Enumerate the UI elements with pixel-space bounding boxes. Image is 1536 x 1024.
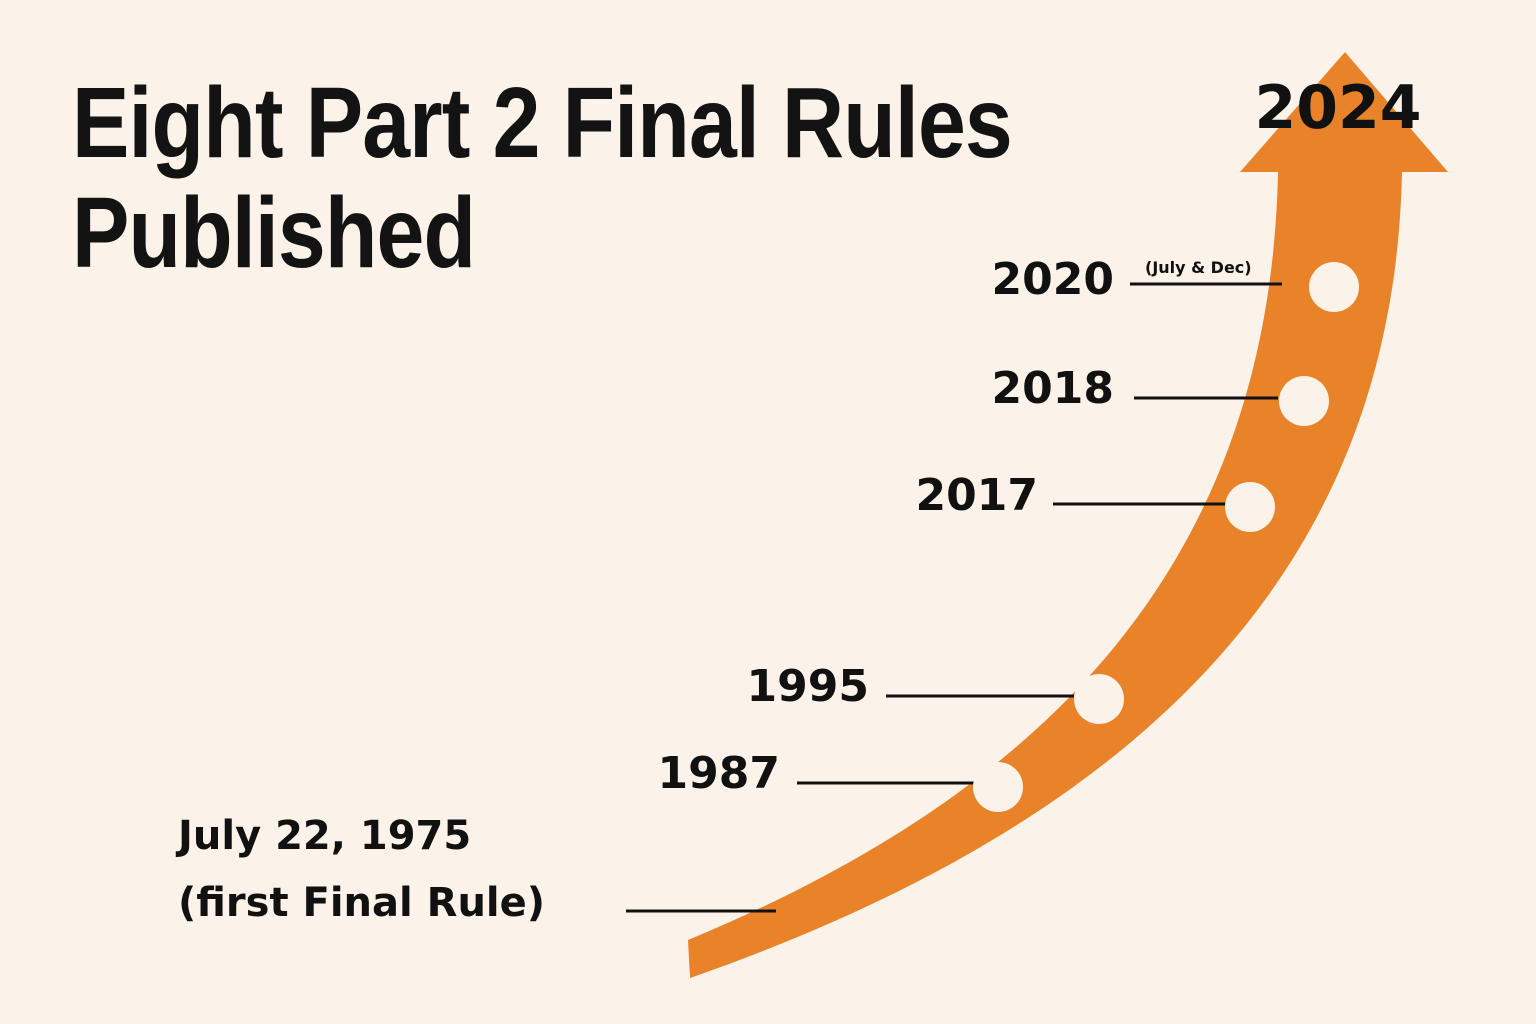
milestone-2017-marker (1225, 482, 1275, 532)
milestone-1995-marker (1074, 674, 1124, 724)
milestone-1987-label: 1987 (658, 748, 780, 799)
title-line-1: Eight Part 2 Final Rules (72, 67, 1013, 179)
milestone-1987-marker (973, 762, 1023, 812)
title-line-2: Published (72, 177, 476, 289)
start-note-label: (first Final Rule) (178, 880, 545, 926)
milestone-2020-label: 2020 (992, 254, 1114, 305)
milestone-2017-label: 2017 (916, 470, 1038, 521)
end-year-label: 2024 (1255, 73, 1422, 143)
milestone-2018-marker (1279, 376, 1329, 426)
page-title: Eight Part 2 Final Rules Published (72, 67, 1013, 289)
start-date-label: July 22, 1975 (175, 813, 471, 859)
milestone-2018-label: 2018 (992, 363, 1114, 414)
milestone-2020-note: (July & Dec) (1145, 258, 1252, 277)
milestone-1995-label: 1995 (747, 661, 869, 712)
milestone-2020-marker (1309, 262, 1359, 312)
timeline-arrow-body (688, 52, 1448, 978)
